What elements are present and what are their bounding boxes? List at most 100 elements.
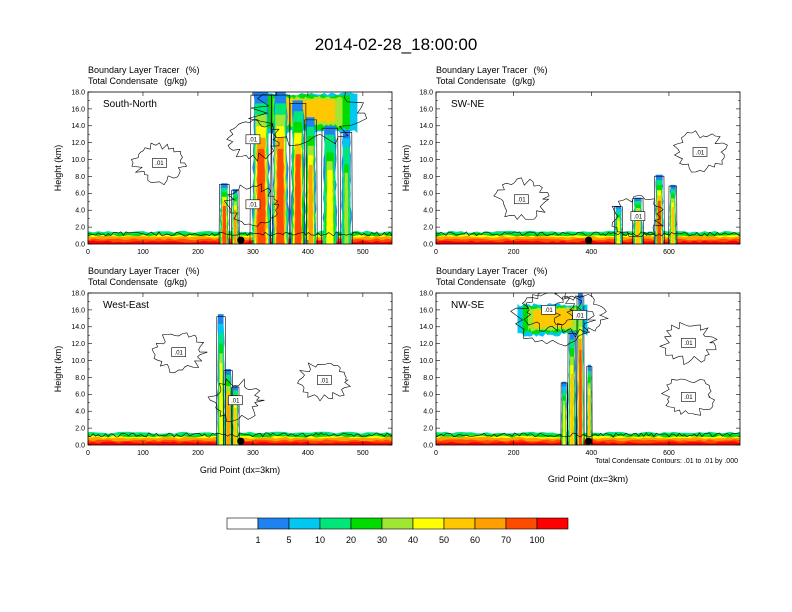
panel-label: South-North [103,99,157,110]
contour-line [321,127,339,244]
panel-label: West-East [103,300,149,311]
contour-label: .01 [572,310,587,320]
panel-2: .01 .01 .01 0.0 2.0 4.0 6.0 8.0 10.0 12.0 14.0 16.0… [401,65,741,256]
y-tick-label: 10.0 [71,157,85,164]
svg-text:.01: .01 [175,350,184,356]
station-marker [237,236,245,244]
plume-region [326,170,334,244]
x-tick-label: 500 [357,249,369,256]
plume-region [671,207,675,244]
contour-line [553,294,609,338]
x-tick-label: 100 [137,450,149,457]
svg-text:.01: .01 [544,308,553,314]
tracer-field [88,314,392,445]
colorbar-swatch [474,517,507,530]
colorbar-swatch [443,517,476,530]
x-tick-label: 0 [86,450,90,457]
x-tick-label: 400 [302,450,314,457]
plume-region [233,408,237,445]
colorbar-label: 100 [529,535,544,545]
x-tick-label: 600 [663,249,675,256]
condensate-contours [88,316,392,445]
y-tick-label: 16.0 [419,106,433,113]
y-tick-label: 0.0 [423,241,433,248]
panel-1: .01 .01 .01 0.0 2.0 4.0 6.0 8.0 10.0 12.0 14.0 16.0… [53,65,393,256]
y-tick-label: 6.0 [423,392,433,399]
svg-text:.01: .01 [684,395,693,401]
y-tick-label: 16.0 [419,307,433,314]
station-marker [237,437,245,445]
colorbar-swatch [381,517,414,530]
y-tick-label: 18.0 [71,89,85,96]
y-tick-label: 12.0 [71,341,85,348]
x-tick-label: 600 [663,450,675,457]
contour-line [660,378,716,416]
contour-line [613,206,623,244]
x-tick-label: 100 [137,249,149,256]
y-tick-label: 14.0 [71,123,85,130]
svg-text:.01: .01 [249,203,258,209]
x-tick-label: 300 [247,249,259,256]
contour-line [289,103,307,244]
y-tick-label: 14.0 [419,324,433,331]
svg-text:.01: .01 [575,313,584,319]
station-marker [584,437,593,445]
colorbar-swatch [536,517,569,530]
tracer-field [436,174,740,244]
plume-region [294,154,302,244]
x-tick-label: 200 [508,249,520,256]
contour-line [567,332,577,445]
plume-region [276,149,285,244]
panel-header-2: Total Condensate (g/kg) [88,76,187,86]
colorbar-swatch [412,517,445,530]
contour-label: .01 [228,395,243,406]
contour-label: .01 [681,338,696,348]
contour-line [226,118,280,162]
y-axis-label: Height (km) [53,145,63,192]
contour-label: .01 [245,199,261,210]
contour-line [218,184,230,244]
contour-line [668,185,678,244]
svg-text:.01: .01 [684,341,693,347]
condensate-contours [88,92,392,244]
colorbar-label: 70 [501,535,511,545]
contour-line [88,231,392,237]
y-tick-label: 18.0 [419,290,433,297]
y-tick-label: 12.0 [419,341,433,348]
x-tick-label: 400 [302,249,314,256]
plume-region [308,164,314,244]
svg-text:.01: .01 [155,161,164,167]
contour-label: .01 [692,147,708,157]
y-tick-label: 14.0 [71,324,85,331]
svg-text:.01: .01 [231,399,240,405]
panel-3: .01 .01 .01 0.0 2.0 4.0 6.0 8.0 10.0 12.0 14.0 16.0… [53,266,393,475]
y-tick-label: 4.0 [75,208,85,215]
contour-line [216,316,226,445]
y-tick-label: 18.0 [71,290,85,297]
plume-region [570,373,574,445]
colorbar-label: 50 [439,535,449,545]
contour-line [673,130,728,173]
plume-region [579,350,582,445]
x-tick-label: 200 [192,450,204,457]
contour-line [297,362,352,402]
svg-text:.01: .01 [249,138,258,144]
colorbar-swatch [257,517,290,530]
panel-header-2: Total Condensate (g/kg) [436,277,535,287]
contour-line [151,332,208,374]
x-tick-label: 400 [585,249,597,256]
station-marker [584,236,593,244]
y-tick-label: 18.0 [419,89,433,96]
y-tick-label: 14.0 [419,123,433,130]
contour-line [510,293,596,347]
y-tick-label: 0.0 [75,442,85,449]
y-tick-label: 6.0 [423,191,433,198]
contour-note: Total Condensate Contours: .01 to .01 by… [595,458,738,465]
panel-header-1: Boundary Layer Tracer (%) [436,65,548,75]
contour-line [653,175,665,244]
tracer-field [436,293,740,445]
contour-line [576,295,585,445]
y-tick-label: 10.0 [71,358,85,365]
panel-label: NW-SE [451,300,484,311]
plume-region [344,172,349,244]
